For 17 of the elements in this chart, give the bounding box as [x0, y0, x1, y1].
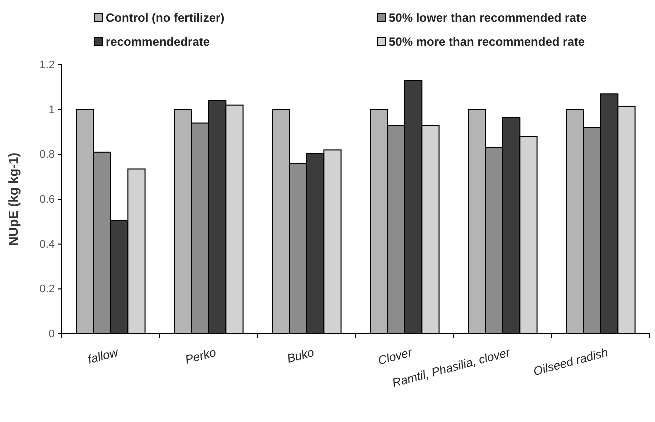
legend-label: recommendedrate — [106, 35, 210, 49]
y-tick-label: 0 — [48, 328, 55, 341]
x-tick-label: Oilseed radish — [532, 345, 610, 379]
y-tick-label: 0.2 — [40, 284, 55, 296]
y-axis-title: NUpE (kg kg-1) — [6, 152, 21, 246]
x-tick-label: Buko — [286, 345, 316, 366]
y-tick-label: 1 — [48, 104, 55, 116]
legend-label: 50% lower than recommended rate — [389, 11, 588, 25]
y-tick-label: 0.6 — [40, 194, 55, 206]
legend-label: Control (no fertilizer) — [106, 11, 225, 25]
x-tick-label: Clover — [376, 345, 415, 368]
y-tick-label: 1.2 — [40, 60, 55, 72]
x-tick-label: fallow — [86, 345, 122, 367]
legend-label: 50% more than recommended rate — [389, 35, 586, 49]
y-tick-label: 0.8 — [40, 149, 55, 162]
x-tick-label: Perko — [184, 345, 218, 368]
y-tick-label: 0.4 — [40, 238, 55, 251]
